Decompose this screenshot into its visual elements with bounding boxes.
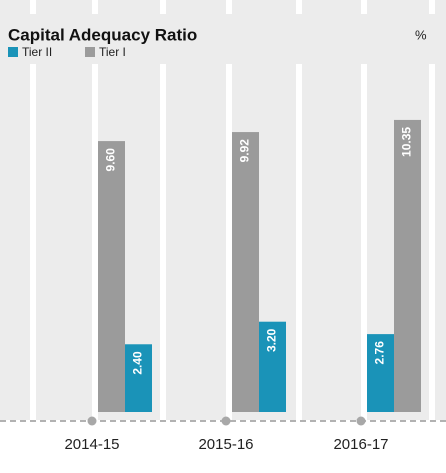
legend-label: Tier I xyxy=(99,45,126,59)
legend-label: Tier II xyxy=(22,45,52,59)
x-tick-label: 2016-17 xyxy=(333,436,388,453)
value-label: 9.92 xyxy=(238,139,252,163)
category-dot xyxy=(221,416,231,426)
value-label: 9.60 xyxy=(104,148,118,172)
bar xyxy=(98,141,125,412)
bar xyxy=(367,334,394,412)
category-dot xyxy=(356,416,366,426)
header-band xyxy=(0,14,446,64)
bar xyxy=(259,321,286,412)
x-tick-label: 2014-15 xyxy=(64,436,119,453)
bar xyxy=(125,344,152,412)
value-label: 2.76 xyxy=(373,341,387,365)
bar xyxy=(232,132,259,413)
value-label: 3.20 xyxy=(265,328,279,352)
value-label: 2.40 xyxy=(131,351,145,375)
bar xyxy=(394,119,421,412)
legend-swatch xyxy=(85,47,95,57)
category-dot xyxy=(87,416,97,426)
value-label: 10.35 xyxy=(400,127,414,157)
legend-swatch xyxy=(8,47,18,57)
unit-label: % xyxy=(415,27,427,42)
chart-title: Capital Adequacy Ratio xyxy=(8,25,197,44)
x-tick-label: 2015-16 xyxy=(198,436,253,453)
